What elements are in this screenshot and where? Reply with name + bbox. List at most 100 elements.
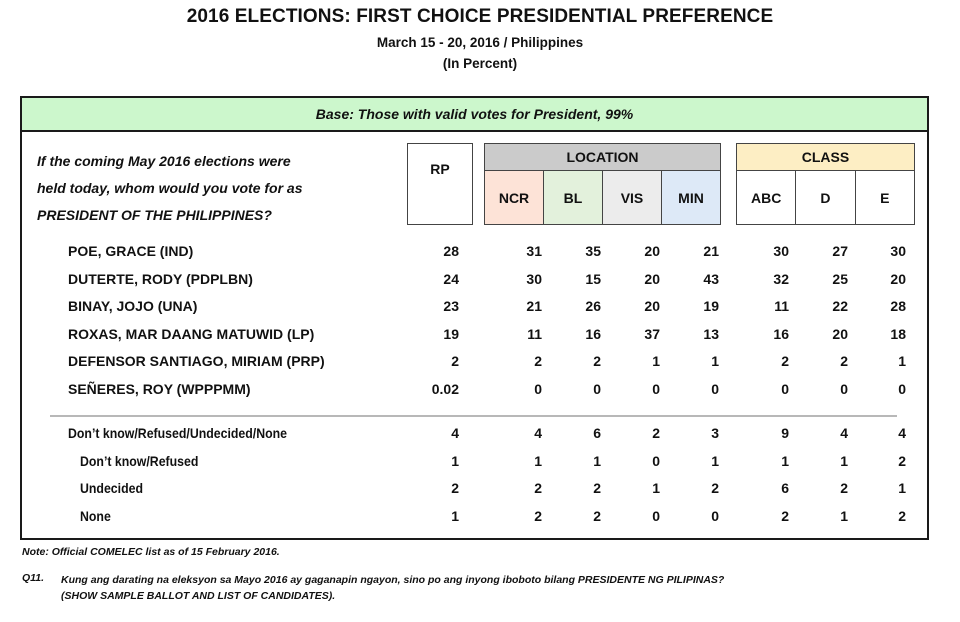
cell-value: 24: [443, 270, 459, 287]
cell-value: 2: [593, 480, 601, 496]
cell-value: 30: [890, 243, 906, 259]
undecided-row: Don’t know/Refused 1 1 1 0 1 1 1 2: [22, 453, 927, 473]
cell-value: 1: [652, 353, 660, 369]
cell-value: 2: [781, 353, 789, 369]
cell-value: 1: [840, 507, 848, 524]
column-header-ncr: NCR: [485, 171, 544, 224]
cell-value: 4: [840, 425, 848, 441]
cell-value: 2: [451, 353, 459, 369]
cell-value: 2: [711, 480, 719, 496]
row-label: None: [80, 507, 111, 524]
cell-value: 16: [773, 325, 789, 342]
question-line: PRESIDENT OF THE PHILIPPINES?: [37, 207, 272, 223]
cell-value: 2: [451, 480, 459, 496]
undecided-row: None 1 2 2 0 0 2 1 2: [22, 508, 927, 528]
cell-value: 32: [773, 270, 789, 287]
cell-value: 1: [451, 452, 459, 469]
candidate-row: POE, GRACE (IND) 28 31 35 20 21 30 27 30: [22, 243, 927, 263]
chart-subtitle: March 15 - 20, 2016 / Philippines: [376, 35, 584, 50]
cell-value: 1: [652, 480, 660, 496]
cell-value: 2: [781, 507, 789, 524]
cell-value: 20: [644, 270, 660, 287]
cell-value: 28: [890, 298, 906, 314]
cell-value: 0: [711, 507, 719, 524]
cell-value: 1: [711, 353, 719, 369]
cell-value: 4: [534, 425, 542, 441]
survey-question: If the coming May 2016 elections were he…: [37, 148, 397, 229]
cell-value: 0: [534, 380, 542, 397]
cell-value: 0: [593, 380, 601, 397]
row-label: DEFENSOR SANTIAGO, MIRIAM (PRP): [68, 353, 325, 369]
question-line: If the coming May 2016 elections were: [37, 153, 291, 169]
cell-value: 30: [773, 243, 789, 259]
cell-value: 2: [652, 425, 660, 441]
cell-value: 23: [443, 298, 459, 314]
cell-value: 0: [781, 380, 789, 397]
column-header-bl: BL: [544, 171, 603, 224]
results-table: Base: Those with valid votes for Preside…: [20, 96, 929, 540]
cell-value: 22: [832, 298, 848, 314]
cell-value: 1: [898, 480, 906, 496]
cell-value: 28: [443, 243, 459, 259]
row-label: BINAY, JOJO (UNA): [68, 298, 198, 314]
cell-value: 3: [711, 425, 719, 441]
cell-value: 6: [593, 425, 601, 441]
question-text-line: Kung ang darating na eleksyon sa Mayo 20…: [61, 574, 725, 586]
cell-value: 18: [890, 325, 906, 342]
cell-value: 2: [534, 480, 542, 496]
class-header-group: CLASS ABC D E: [736, 143, 915, 225]
row-label: Don’t know/Refused/Undecided/None: [68, 425, 288, 441]
question-number: Q11.: [22, 572, 44, 584]
cell-value: 13: [703, 325, 719, 342]
cell-value: 21: [703, 243, 719, 259]
cell-value: 4: [451, 425, 459, 441]
column-header-vis: VIS: [603, 171, 662, 224]
class-header: CLASS: [737, 144, 914, 171]
row-label: POE, GRACE (IND): [68, 243, 194, 259]
cell-value: 9: [781, 425, 789, 441]
cell-value: 2: [840, 480, 848, 496]
cell-value: 11: [527, 325, 542, 342]
cell-value: 2: [593, 353, 601, 369]
cell-value: 1: [781, 452, 789, 469]
column-header-d: D: [796, 171, 856, 224]
cell-value: 0: [652, 380, 660, 397]
cell-value: 15: [585, 270, 601, 287]
column-header-rp: RP: [407, 143, 473, 225]
base-bar: Base: Those with valid votes for Preside…: [22, 98, 927, 132]
cell-value: 2: [593, 507, 601, 524]
cell-value: 2: [898, 452, 906, 469]
footnote: Note: Official COMELEC list as of 15 Feb…: [22, 546, 280, 558]
row-label: DUTERTE, RODY (PDPLBN): [68, 270, 253, 287]
cell-value: 43: [703, 270, 719, 287]
cell-value: 25: [832, 270, 848, 287]
cell-value: 21: [526, 298, 542, 314]
cell-value: 0: [840, 380, 848, 397]
undecided-row: Undecided 2 2 2 1 2 6 2 1: [22, 480, 927, 500]
cell-value: 2: [534, 507, 542, 524]
candidate-row: ROXAS, MAR DAANG MATUWID (LP) 19 11 16 37 13 1…: [22, 326, 927, 346]
cell-value: 30: [526, 270, 542, 287]
cell-value: 2: [840, 353, 848, 369]
candidate-row: DUTERTE, RODY (PDPLBN) 24 30 15 20 43 32 25 20: [22, 271, 927, 291]
cell-value: 2: [534, 353, 542, 369]
cell-value: 0: [898, 380, 906, 397]
cell-value: 20: [890, 270, 906, 287]
row-label: Undecided: [80, 480, 143, 496]
location-header: LOCATION: [485, 144, 720, 171]
location-header-group: LOCATION NCR BL VIS MIN: [484, 143, 721, 225]
cell-value: 20: [832, 325, 848, 342]
undecided-row: Don’t know/Refused/Undecided/None 4 4 6 2 3 9 4…: [22, 425, 927, 445]
chart-unit: (In Percent): [442, 56, 518, 71]
cell-value: 0.02: [431, 380, 459, 397]
cell-value: 1: [840, 452, 848, 469]
chart-title: 2016 ELECTIONS: FIRST CHOICE PRESIDENTIA…: [186, 6, 774, 27]
cell-value: 31: [526, 243, 542, 259]
cell-value: 1: [593, 452, 601, 469]
question-line: held today, whom would you vote for as: [37, 180, 303, 196]
column-header-min: MIN: [662, 171, 720, 224]
cell-value: 1: [451, 507, 459, 524]
candidate-row: SEÑERES, ROY (WPPPMM) 0.02 0 0 0 0 0 0 0: [22, 381, 927, 401]
question-text-line: (SHOW SAMPLE BALLOT AND LIST OF CANDIDAT…: [61, 590, 336, 602]
cell-value: 0: [652, 452, 660, 469]
